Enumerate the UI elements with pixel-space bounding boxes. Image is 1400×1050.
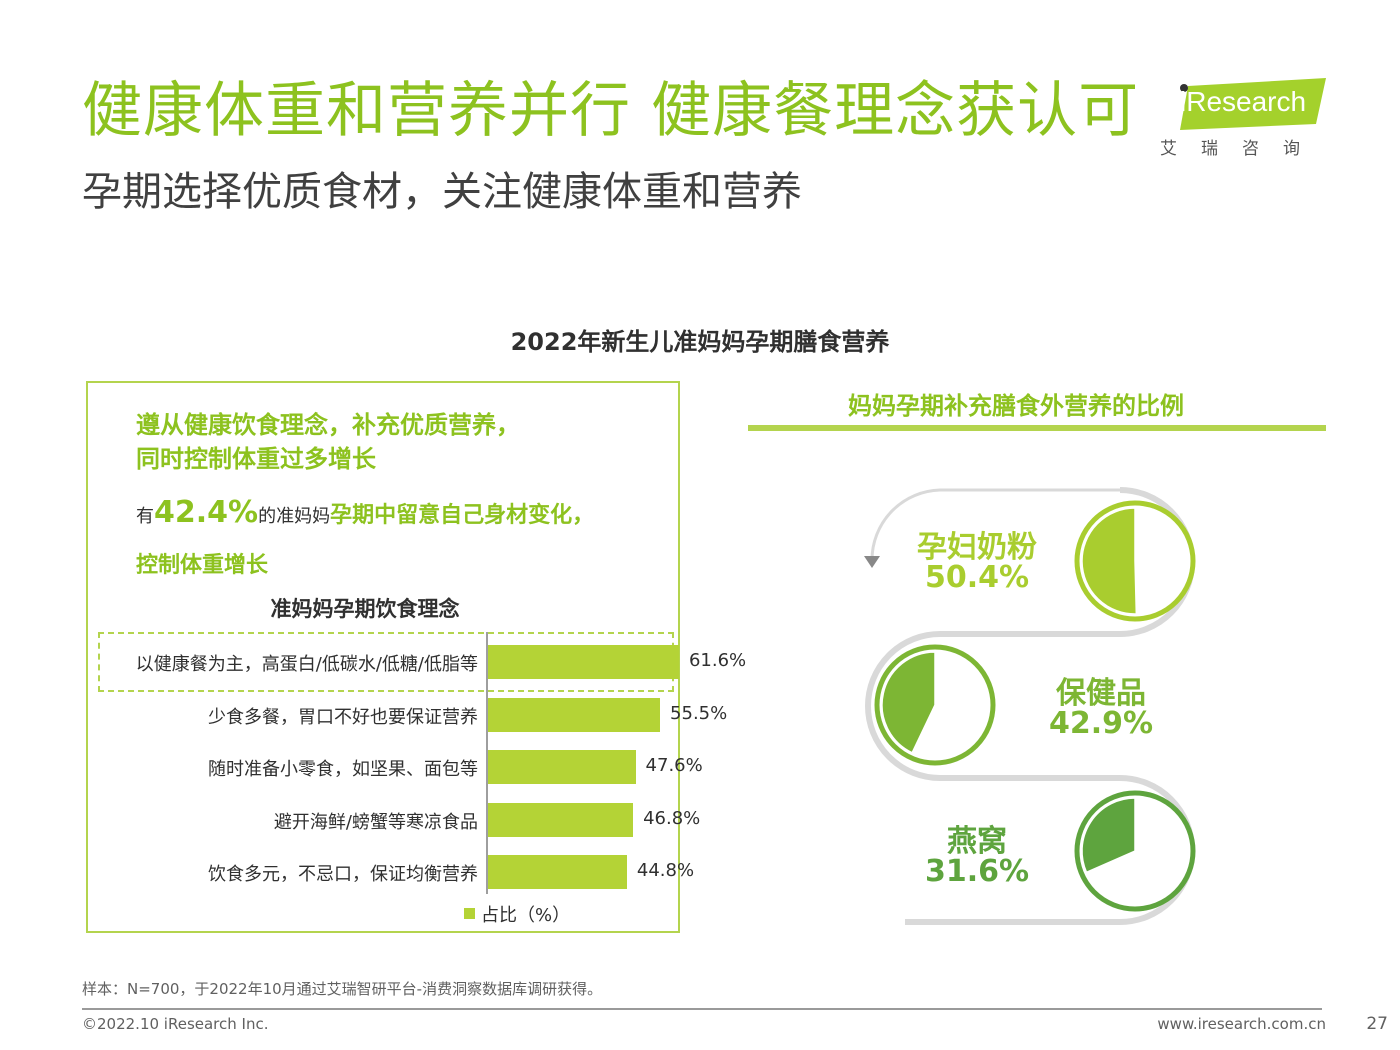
bar-category-label: 避开海鲜/螃蟹等寒凉食品: [273, 811, 478, 833]
pie-item-name: 燕窝: [947, 824, 1007, 859]
stat-value: 42.4%: [154, 495, 259, 530]
copyright: ©2022.10 iResearch Inc.: [82, 1015, 269, 1033]
bar-category-label: 少食多餐，胃口不好也要保证营养: [208, 706, 478, 728]
pie-slice: [881, 651, 936, 754]
bar-value-label: 46.8%: [643, 807, 701, 829]
bar-category-label: 随时准备小零食，如坚果、面包等: [208, 759, 478, 780]
bar-chart: 以健康餐为主，高蛋白/低碳水/低糖/低脂等 61.6% 少食多餐，胃口不好也要保证营…: [88, 383, 746, 935]
pie-slice: [1081, 507, 1138, 615]
page-number: 27: [1366, 1014, 1388, 1034]
bar-category-label: 以健康餐为主，高蛋白/低碳水/低糖/低脂等: [135, 654, 478, 675]
pie-chart: [874, 644, 996, 766]
pie-item-name: 保健品: [1056, 676, 1146, 711]
pie-chart: [1074, 500, 1196, 622]
pie-item-value: 42.9%: [1048, 706, 1154, 741]
stat-sentence-line2: 控制体重增长: [136, 553, 269, 578]
bar-chart-title: 准妈妈孕期饮食理念: [270, 597, 460, 621]
stat-sentence: 有42.4%的准妈妈孕期中留意自己身材变化，: [136, 495, 594, 530]
pie-slice: [1081, 797, 1136, 874]
page-title: 健康体重和营养并行 健康餐理念获认可: [82, 76, 1140, 146]
bar-chart-legend: 占比（%）: [464, 901, 570, 927]
bar: [488, 855, 627, 889]
stat-prefix: 有: [136, 506, 154, 527]
bar-value-label: 47.6%: [645, 755, 703, 776]
bar: [488, 697, 661, 732]
bar-chart-axis: [486, 632, 488, 894]
supplement-chart-title: 妈妈孕期补充膳食外营养的比例: [848, 392, 1184, 420]
website-link[interactable]: www.iresearch.com.cn: [1157, 1015, 1326, 1033]
bar-value-label: 61.6%: [688, 650, 747, 671]
logo-wordmark: iResearch: [1180, 86, 1307, 117]
page-subtitle: 孕期选择优质食材，关注健康体重和营养: [82, 169, 802, 215]
stat-emphasis: 孕期中留意自己身材变化，: [330, 503, 595, 528]
source-note: 样本：N=700，于2022年10月通过艾瑞智研平台-消费洞察数据库调研获得。: [82, 980, 603, 998]
footer-divider: [82, 1008, 1322, 1010]
pie-item-value: 50.4%: [924, 560, 1030, 595]
bar: [488, 802, 634, 837]
pie-chart: [1074, 790, 1196, 912]
logo-banner-shape: [1180, 78, 1326, 130]
pie-item-value: 31.6%: [924, 854, 1030, 889]
heading-underline: [748, 425, 1326, 431]
bar: [488, 645, 679, 679]
chart-heading: 2022年新生儿准妈妈孕期膳食营养: [510, 328, 890, 356]
legend-label: 占比（%）: [481, 905, 571, 926]
stat-mid: 的准妈妈: [258, 506, 331, 527]
pie-item-name: 孕妇奶粉: [917, 530, 1037, 565]
bar-category-label: 饮食多元，不忌口，保证均衡营养: [208, 864, 478, 885]
highlight-text-line2: 同时控制体重过多增长: [136, 445, 376, 473]
highlight-text-line1: 遵从健康饮食理念，补充优质营养，: [136, 411, 520, 439]
bar-value-label: 44.8%: [636, 860, 695, 881]
legend-swatch: [464, 908, 475, 919]
bar: [488, 750, 636, 784]
iresearch-logo: iResearch 艾瑞咨询: [1158, 72, 1333, 162]
bar-value-label: 55.5%: [670, 702, 728, 724]
diet-concept-panel: 遵从健康饮食理念，补充优质营养， 同时控制体重过多增长 有42.4%的准妈妈孕期…: [86, 381, 746, 935]
logo-chinese-name: 艾瑞咨询: [1160, 139, 1324, 159]
